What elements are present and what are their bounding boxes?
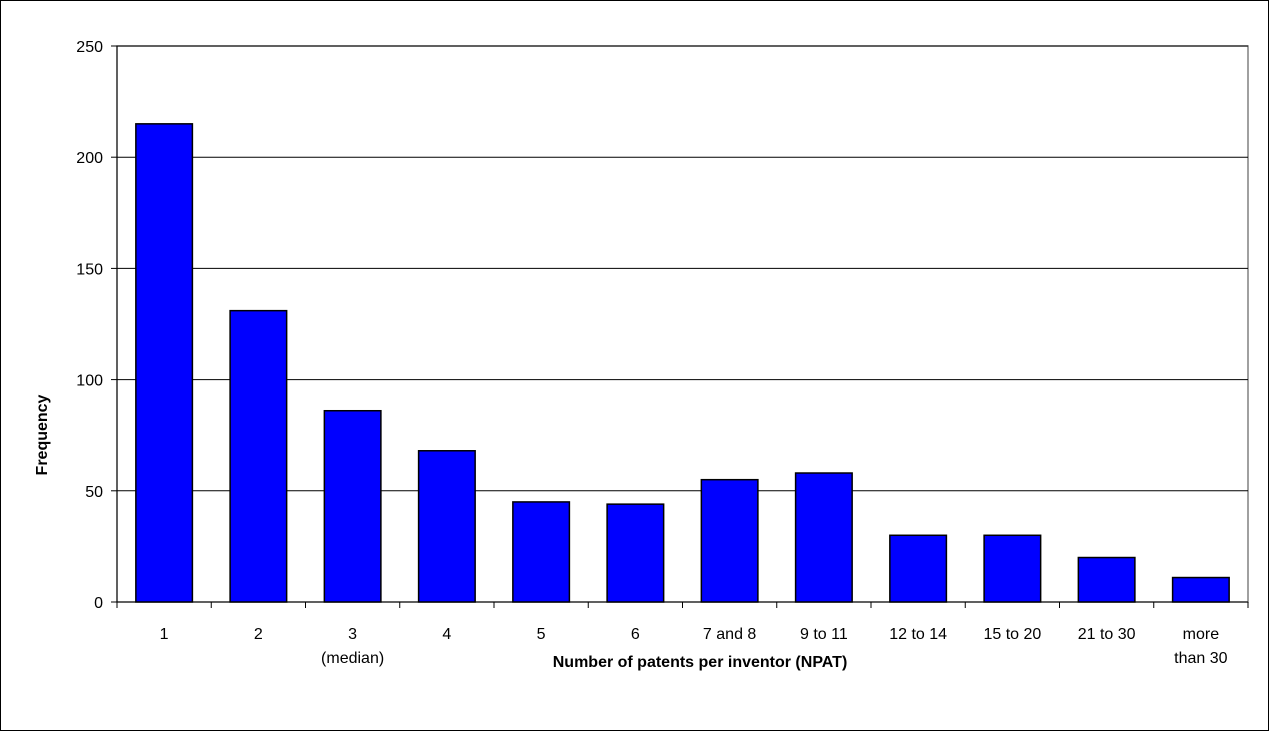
y-tick-label: 200 <box>76 150 103 167</box>
y-tick-label: 250 <box>76 39 103 56</box>
y-tick-label: 100 <box>76 373 103 390</box>
bar <box>417 450 476 603</box>
x-axis-label: Number of patents per inventor (NPAT) <box>553 654 848 671</box>
x-tick-label: 6 <box>631 626 640 643</box>
bar <box>700 478 759 603</box>
x-tick-label: 21 to 30 <box>1078 626 1136 643</box>
bar <box>1171 576 1230 603</box>
plot-area <box>116 45 1249 603</box>
x-tick-label: more than 30 <box>1174 626 1227 667</box>
bar <box>889 534 948 603</box>
x-tick-label: 1 <box>160 626 169 643</box>
y-tick-label: 150 <box>76 261 103 278</box>
bar <box>983 534 1042 603</box>
x-tick-label: 5 <box>537 626 546 643</box>
y-axis-label: Frequency <box>34 394 51 475</box>
bar <box>1077 556 1136 603</box>
bar <box>606 503 665 603</box>
y-tick-label: 50 <box>85 484 103 501</box>
x-tick-label: 3 (median) <box>321 626 384 667</box>
bar <box>512 501 571 603</box>
y-tick-label: 0 <box>94 595 103 612</box>
x-tick-label: 2 <box>254 626 263 643</box>
bar <box>135 123 194 603</box>
x-tick-label: 9 to 11 <box>800 626 848 643</box>
x-tick-label: 4 <box>442 626 451 643</box>
x-tick-label: 12 to 14 <box>889 626 947 643</box>
x-tick-label: 7 and 8 <box>703 626 756 643</box>
bar <box>323 409 382 603</box>
bar <box>794 472 853 603</box>
bar <box>229 309 288 603</box>
x-tick-label: 15 to 20 <box>983 626 1041 643</box>
